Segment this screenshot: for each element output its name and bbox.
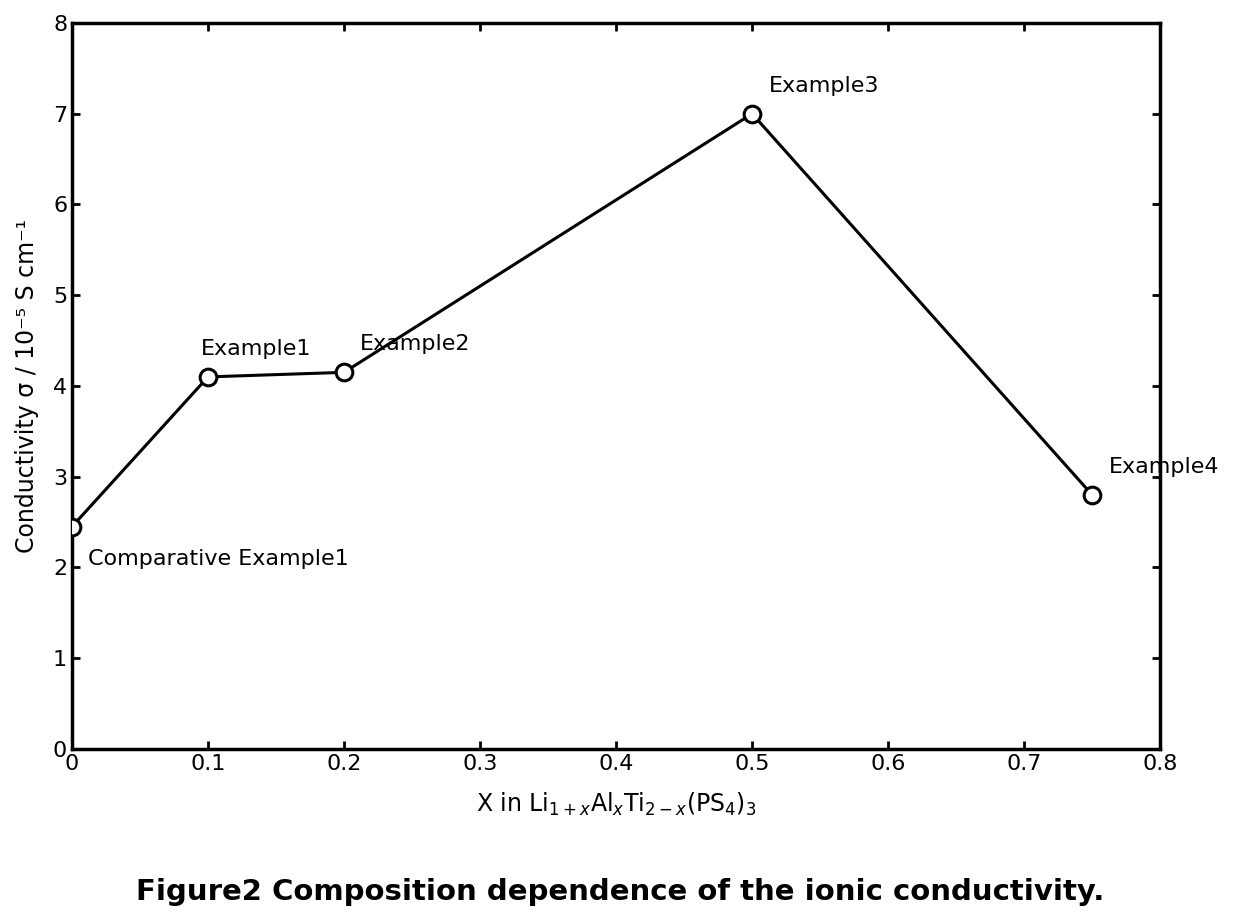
Text: Example4: Example4 xyxy=(1109,457,1219,477)
X-axis label: X in Li$_{1+x}$Al$_x$Ti$_{2-x}$(PS$_{4}$)$_{3}$: X in Li$_{1+x}$Al$_x$Ti$_{2-x}$(PS$_{4}$… xyxy=(476,791,756,818)
Text: Figure2 Composition dependence of the ionic conductivity.: Figure2 Composition dependence of the io… xyxy=(136,877,1104,906)
Text: Example1: Example1 xyxy=(201,339,311,359)
Text: Example3: Example3 xyxy=(769,76,879,95)
Y-axis label: Conductivity σ / 10⁻⁵ S cm⁻¹: Conductivity σ / 10⁻⁵ S cm⁻¹ xyxy=(15,219,38,553)
Text: Comparative Example1: Comparative Example1 xyxy=(88,549,350,569)
Text: Example2: Example2 xyxy=(361,334,471,354)
